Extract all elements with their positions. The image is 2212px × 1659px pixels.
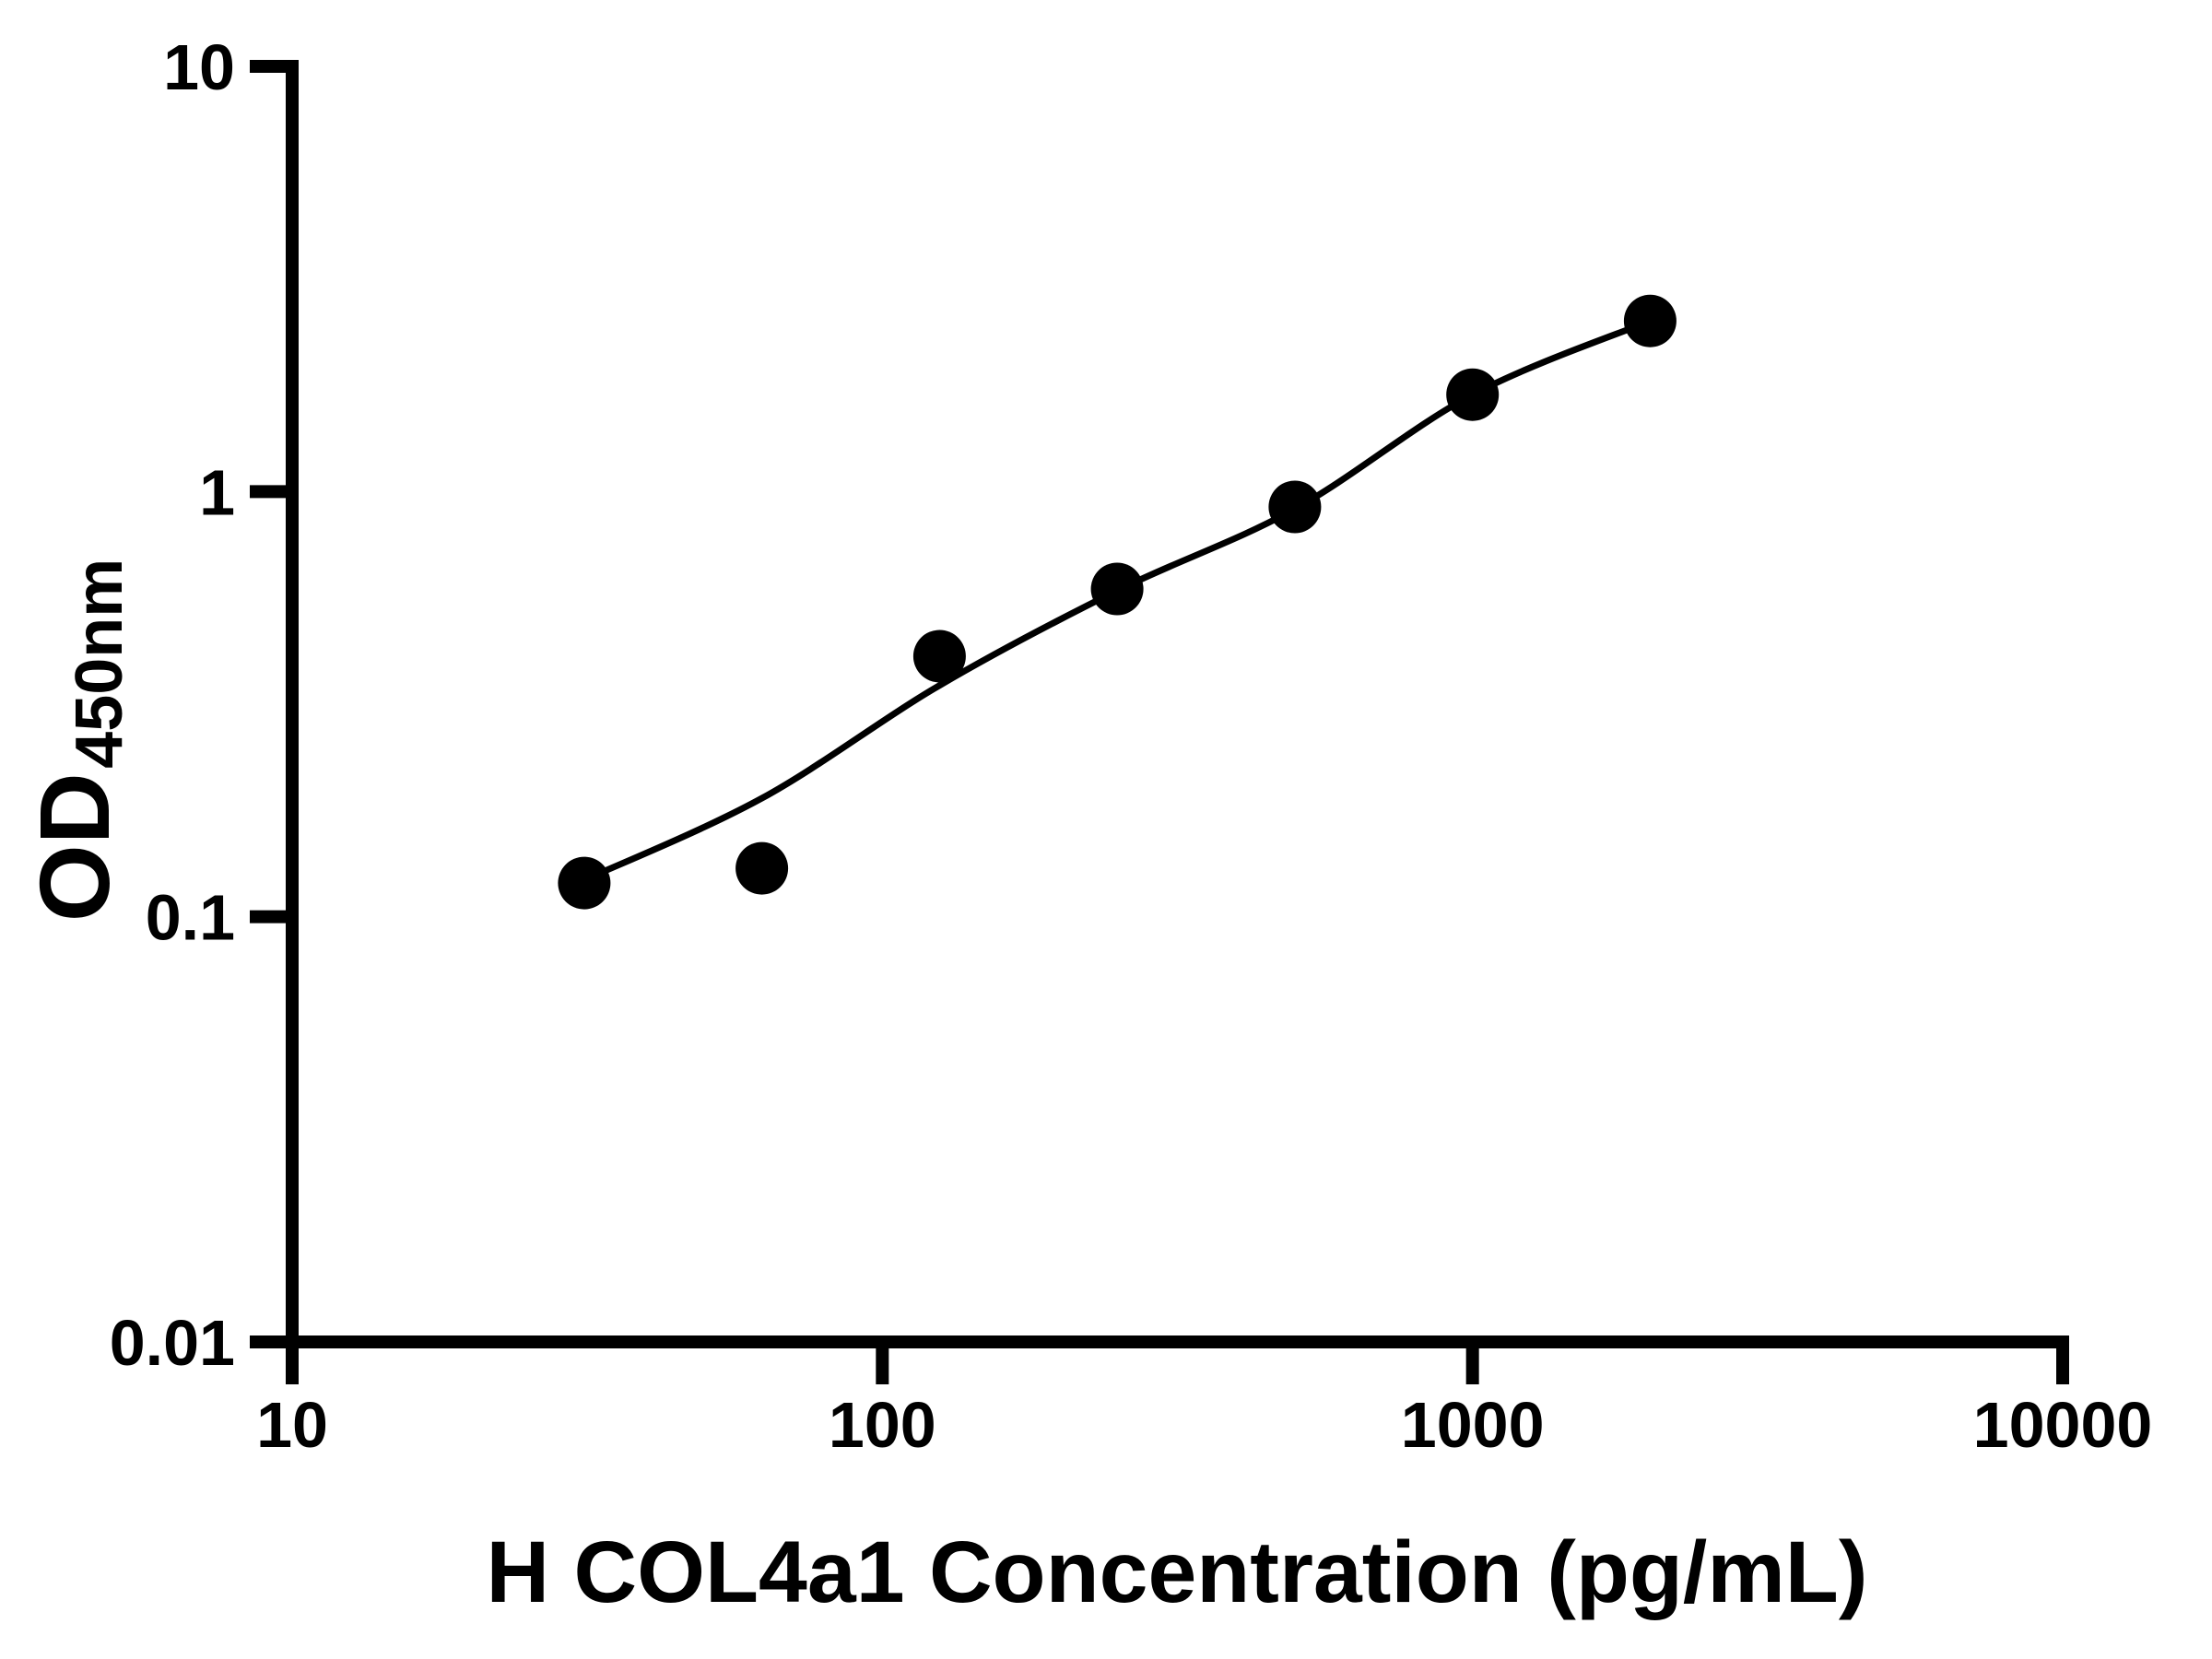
x-axis-tick-labels: 10 100 1000 10000: [256, 1389, 2152, 1461]
data-point-marker: [1446, 368, 1500, 421]
x-axis-title: H COL4a1 Concentration (pg/mL): [487, 1524, 1868, 1621]
y-axis-ticks: [250, 60, 292, 1348]
x-tick-label: 100: [829, 1389, 936, 1461]
data-point-marker: [1623, 294, 1677, 347]
axis-spine: [286, 60, 2069, 1348]
data-point-marker: [558, 856, 611, 910]
y-axis-title-subscript: 450nm: [63, 559, 136, 769]
y-tick-label: 0.01: [110, 1307, 235, 1379]
data-point-marker: [912, 629, 966, 683]
data-point-marker: [1268, 480, 1322, 534]
x-tick-label: 10: [256, 1389, 328, 1461]
data-points: [558, 294, 1677, 910]
data-point-marker: [1090, 562, 1144, 616]
x-tick-label: 10000: [1973, 1389, 2153, 1461]
data-point-marker: [735, 841, 789, 895]
y-tick-label: 0.1: [146, 882, 235, 954]
y-axis-tick-labels: 10 1 0.1 0.01: [110, 31, 235, 1379]
y-tick-label: 1: [199, 456, 235, 528]
x-tick-label: 1000: [1401, 1389, 1545, 1461]
y-axis-title: OD 450nm: [18, 559, 136, 923]
y-axis-title-main: OD: [18, 772, 130, 922]
y-tick-label: 10: [163, 31, 235, 103]
x-axis-ticks: [286, 1342, 2069, 1384]
